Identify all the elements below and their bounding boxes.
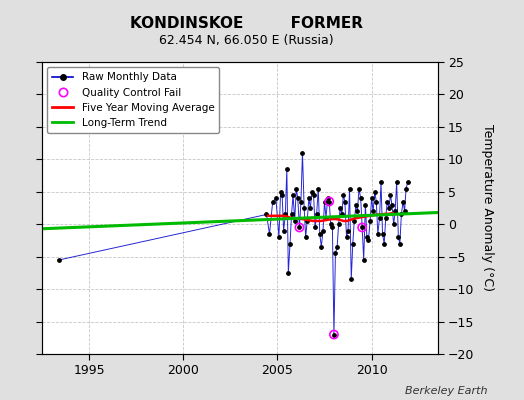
Point — [391, 208, 399, 214]
Point — [272, 195, 280, 202]
Point — [402, 185, 410, 192]
Point — [394, 234, 402, 240]
Point — [323, 195, 332, 202]
Point — [348, 240, 357, 247]
Point — [295, 224, 303, 231]
Point — [289, 192, 297, 198]
Point — [281, 211, 290, 218]
Point — [378, 231, 387, 237]
Point — [389, 221, 398, 228]
Point — [400, 208, 409, 214]
Point — [287, 211, 296, 218]
Point — [355, 185, 363, 192]
Y-axis label: Temperature Anomaly (°C): Temperature Anomaly (°C) — [481, 124, 494, 292]
Point — [353, 208, 362, 214]
Point — [55, 257, 63, 263]
Point — [312, 211, 321, 218]
Point — [304, 195, 313, 202]
Point — [293, 195, 302, 202]
Point — [328, 224, 336, 231]
Point — [342, 234, 351, 240]
Point — [278, 192, 286, 198]
Point — [337, 211, 346, 218]
Point — [381, 214, 390, 221]
Point — [396, 240, 404, 247]
Text: Berkeley Earth: Berkeley Earth — [405, 386, 487, 396]
Point — [300, 205, 308, 211]
Point — [325, 198, 333, 205]
Point — [317, 244, 325, 250]
Point — [306, 205, 314, 211]
Point — [363, 234, 371, 240]
Point — [284, 270, 292, 276]
Point — [334, 221, 343, 228]
Point — [322, 214, 330, 221]
Point — [303, 218, 311, 224]
Point — [319, 228, 327, 234]
Point — [336, 205, 344, 211]
Point — [392, 179, 401, 185]
Point — [386, 192, 395, 198]
Point — [333, 244, 341, 250]
Point — [286, 240, 294, 247]
Point — [341, 198, 349, 205]
Point — [380, 240, 388, 247]
Point — [311, 224, 319, 231]
Point — [292, 185, 300, 192]
Point — [358, 224, 366, 231]
Point — [282, 166, 291, 172]
Point — [399, 198, 407, 205]
Point — [330, 331, 338, 338]
Point — [397, 211, 406, 218]
Point — [309, 192, 318, 198]
Point — [265, 231, 274, 237]
Point — [383, 198, 391, 205]
Point — [352, 202, 360, 208]
Point — [372, 198, 380, 205]
Text: KONDINSKOE         FORMER: KONDINSKOE FORMER — [130, 16, 363, 31]
Point — [268, 198, 277, 205]
Point — [308, 188, 316, 195]
Point — [403, 179, 412, 185]
Point — [277, 188, 285, 195]
Point — [301, 234, 310, 240]
Point — [366, 218, 374, 224]
Point — [369, 208, 377, 214]
Point — [388, 202, 396, 208]
Point — [315, 231, 324, 237]
Point — [374, 231, 382, 237]
Point — [314, 185, 322, 192]
Legend: Raw Monthly Data, Quality Control Fail, Five Year Moving Average, Long-Term Tren: Raw Monthly Data, Quality Control Fail, … — [47, 67, 220, 133]
Point — [295, 224, 303, 231]
Point — [263, 211, 271, 218]
Point — [325, 198, 333, 205]
Text: 62.454 N, 66.050 E (Russia): 62.454 N, 66.050 E (Russia) — [159, 34, 334, 47]
Point — [350, 218, 358, 224]
Point — [298, 150, 307, 156]
Point — [356, 195, 365, 202]
Point — [361, 202, 369, 208]
Point — [331, 250, 340, 257]
Point — [297, 198, 305, 205]
Point — [359, 257, 368, 263]
Point — [339, 192, 347, 198]
Point — [375, 214, 384, 221]
Point — [320, 198, 329, 205]
Point — [358, 224, 366, 231]
Point — [275, 234, 283, 240]
Point — [347, 276, 355, 282]
Point — [326, 221, 335, 228]
Point — [344, 228, 352, 234]
Point — [367, 195, 376, 202]
Point — [370, 188, 379, 195]
Point — [364, 237, 373, 244]
Point — [330, 331, 338, 338]
Point — [385, 205, 393, 211]
Point — [377, 179, 385, 185]
Point — [290, 218, 299, 224]
Point — [279, 228, 288, 234]
Point — [345, 185, 354, 192]
